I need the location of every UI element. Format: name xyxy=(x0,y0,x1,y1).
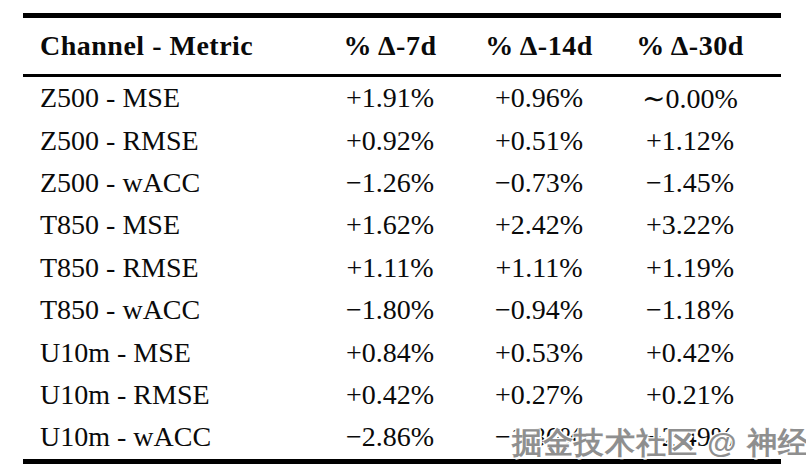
cell-value: ∼0.00% xyxy=(611,82,769,115)
cell-value: +1.12% xyxy=(611,125,769,157)
table-row: U10m - RMSE +0.42% +0.27% +0.21% xyxy=(23,374,781,416)
row-label: T850 - MSE xyxy=(23,209,313,241)
cell-value: +1.91% xyxy=(313,82,467,114)
header-channel-metric: Channel - Metric xyxy=(23,30,313,62)
table-row: T850 - wACC −1.80% −0.94% −1.18% xyxy=(23,289,781,331)
cell-value: +0.21% xyxy=(611,379,769,411)
cell-value: +0.42% xyxy=(313,379,467,411)
cell-value: +0.92% xyxy=(313,125,467,157)
cell-value: −0.73% xyxy=(467,167,611,199)
cell-value: −1.45% xyxy=(611,167,769,199)
cell-value: +1.11% xyxy=(467,252,611,284)
cell-value: −1.18% xyxy=(611,294,769,326)
cell-value: +0.96% xyxy=(467,82,611,114)
cell-value: +0.27% xyxy=(467,379,611,411)
cell-value: +3.22% xyxy=(611,209,769,241)
header-row: Channel - Metric % Δ-7d % Δ-14d % Δ-30d xyxy=(23,18,781,74)
cell-value: −1.26% xyxy=(313,167,467,199)
cell-value: +2.42% xyxy=(467,209,611,241)
table-row: Z500 - wACC −1.26% −0.73% −1.45% xyxy=(23,162,781,204)
row-label: Z500 - RMSE xyxy=(23,125,313,157)
table-row: T850 - RMSE +1.11% +1.11% +1.19% xyxy=(23,247,781,289)
row-label: U10m - RMSE xyxy=(23,379,313,411)
header-delta-14d: % Δ-14d xyxy=(467,30,611,62)
row-label: T850 - RMSE xyxy=(23,252,313,284)
table-row: U10m - MSE +0.84% +0.53% +0.42% xyxy=(23,331,781,373)
cell-value: −1.80% xyxy=(313,294,467,326)
cell-value: +0.51% xyxy=(467,125,611,157)
metrics-table: Channel - Metric % Δ-7d % Δ-14d % Δ-30d … xyxy=(23,13,781,464)
cell-value: +1.11% xyxy=(313,252,467,284)
cell-value: +1.62% xyxy=(313,209,467,241)
cell-value: −0.94% xyxy=(467,294,611,326)
cell-value: +1.19% xyxy=(611,252,769,284)
row-label: T850 - wACC xyxy=(23,294,313,326)
table-row: T850 - MSE +1.62% +2.42% +3.22% xyxy=(23,204,781,246)
row-label: U10m - wACC xyxy=(23,421,313,453)
row-label: Z500 - wACC xyxy=(23,167,313,199)
row-label: U10m - MSE xyxy=(23,337,313,369)
site-watermark: 掘金技术社区 @ 神经星星 xyxy=(512,423,806,464)
cell-value: +0.53% xyxy=(467,337,611,369)
cell-value: +0.42% xyxy=(611,337,769,369)
cell-value: −2.86% xyxy=(313,421,467,453)
header-delta-7d: % Δ-7d xyxy=(313,30,467,62)
table-row: Z500 - MSE +1.91% +0.96% ∼0.00% xyxy=(23,77,781,119)
cell-value: +0.84% xyxy=(313,337,467,369)
header-delta-30d: % Δ-30d xyxy=(611,30,769,62)
table-row: Z500 - RMSE +0.92% +0.51% +1.12% xyxy=(23,119,781,161)
row-label: Z500 - MSE xyxy=(23,82,313,114)
